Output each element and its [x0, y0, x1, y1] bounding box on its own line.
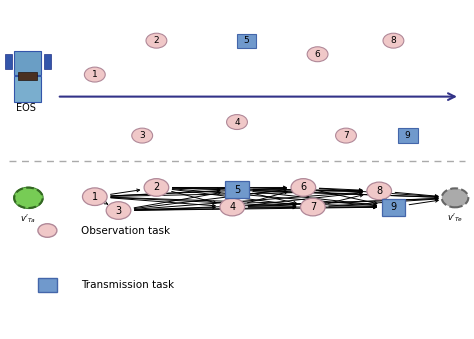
Text: EOS: EOS [16, 103, 36, 113]
Text: 3: 3 [139, 131, 145, 140]
Text: 1: 1 [92, 70, 98, 79]
Circle shape [442, 188, 468, 207]
Text: 8: 8 [391, 36, 396, 45]
FancyBboxPatch shape [382, 199, 405, 216]
FancyBboxPatch shape [5, 54, 12, 69]
FancyBboxPatch shape [38, 278, 57, 292]
Text: 9: 9 [391, 202, 396, 212]
FancyBboxPatch shape [18, 72, 37, 80]
Text: 7: 7 [343, 131, 349, 140]
Circle shape [301, 198, 325, 216]
FancyBboxPatch shape [225, 181, 249, 198]
Text: Observation task: Observation task [81, 225, 170, 236]
Text: 2: 2 [153, 182, 160, 193]
Circle shape [144, 179, 169, 196]
FancyBboxPatch shape [14, 51, 41, 75]
Circle shape [14, 188, 43, 208]
Circle shape [291, 179, 316, 196]
Circle shape [307, 47, 328, 62]
Text: Transmission task: Transmission task [81, 280, 173, 290]
Circle shape [84, 67, 105, 82]
Text: 2: 2 [154, 36, 159, 45]
FancyBboxPatch shape [14, 76, 41, 102]
Text: $v'_{Ta}$: $v'_{Ta}$ [20, 212, 36, 224]
Text: 3: 3 [116, 205, 121, 216]
Text: 4: 4 [229, 202, 235, 212]
FancyBboxPatch shape [44, 54, 51, 69]
Text: $v'_{Te}$: $v'_{Te}$ [447, 212, 463, 224]
Circle shape [82, 188, 107, 205]
Circle shape [14, 188, 43, 208]
Circle shape [336, 128, 356, 143]
FancyBboxPatch shape [398, 128, 418, 143]
Text: 4: 4 [234, 118, 240, 126]
FancyBboxPatch shape [237, 34, 256, 48]
Circle shape [220, 198, 245, 216]
Text: 6: 6 [301, 182, 306, 193]
Text: 5: 5 [234, 185, 240, 195]
Text: 1: 1 [92, 192, 98, 202]
Text: 7: 7 [310, 202, 316, 212]
Circle shape [383, 33, 404, 48]
Circle shape [227, 115, 247, 129]
Text: 9: 9 [405, 131, 410, 140]
Text: 8: 8 [376, 186, 382, 196]
Circle shape [132, 128, 153, 143]
Circle shape [38, 224, 57, 237]
Text: 5: 5 [244, 36, 249, 45]
Text: 6: 6 [315, 50, 320, 59]
Circle shape [106, 202, 131, 219]
Circle shape [367, 182, 392, 200]
Circle shape [146, 33, 167, 48]
